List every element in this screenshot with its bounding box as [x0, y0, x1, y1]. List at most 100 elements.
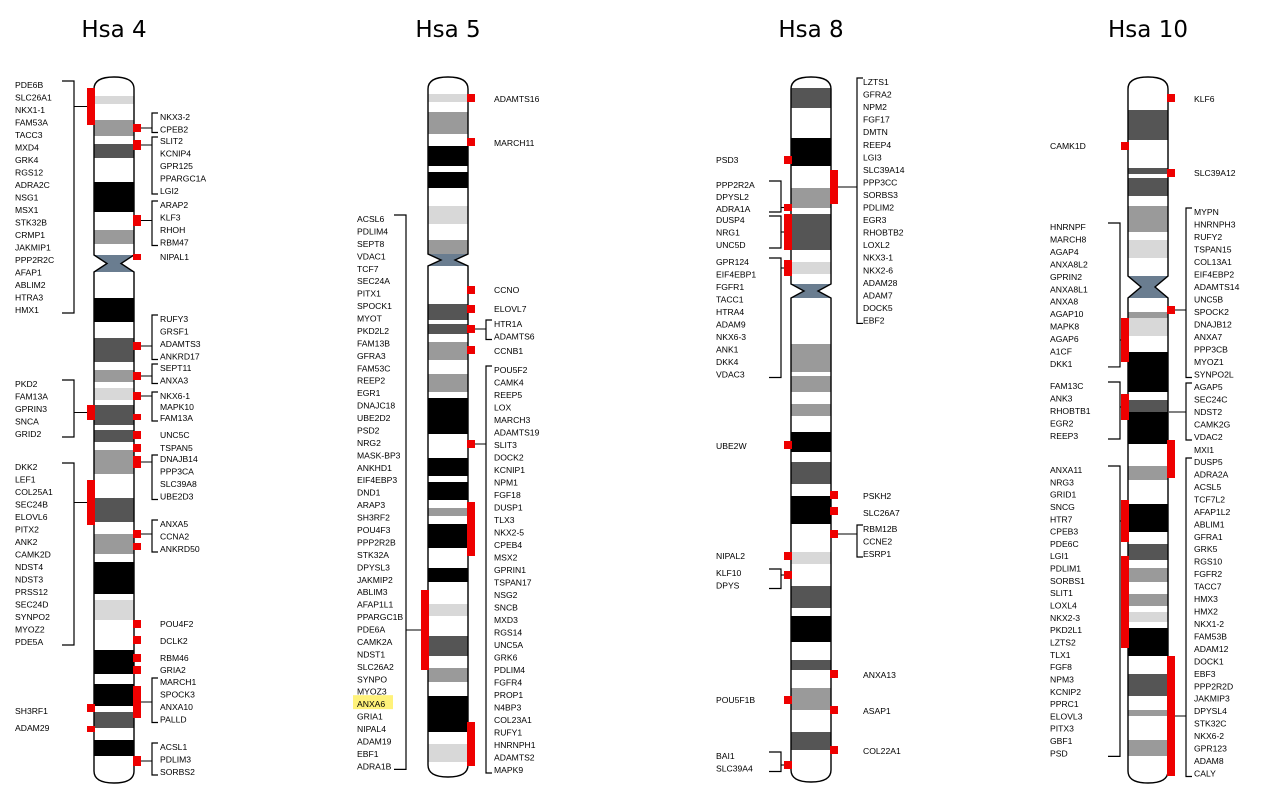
gene-location-mark	[133, 620, 141, 628]
gene-label: SEPT11	[160, 363, 192, 373]
gene-group-right: SLC39A12	[1167, 168, 1236, 178]
chromosome-band	[428, 224, 468, 240]
chromosome-band	[1128, 206, 1168, 232]
gene-group-right: MARCH11	[467, 138, 535, 148]
gene-label: RBM12B	[863, 524, 898, 534]
gene-label: PDLIM1	[1050, 564, 1081, 574]
gene-location-mark	[830, 670, 838, 678]
gene-label: AFAP1L2	[1194, 507, 1231, 517]
chromosome-band	[791, 484, 831, 496]
gene-location-mark	[784, 696, 792, 704]
gene-label: PSD	[1050, 748, 1068, 758]
chromosome-band	[791, 298, 831, 330]
gene-group-left: PDE6B SLC26A1 NKX1-1 FAM53A TACC3 MXD4 GRK4 RGS…	[15, 80, 95, 315]
gene-bracket	[485, 319, 492, 341]
gene-location-mark	[133, 254, 141, 260]
gene-group-left: NIPAL2	[716, 551, 792, 561]
gene-label: GPRIN2	[1050, 272, 1082, 282]
gene-location-mark	[784, 552, 792, 560]
gene-label: CCNA2	[160, 532, 189, 542]
gene-location-mark	[87, 704, 95, 712]
chromosome-band	[791, 496, 831, 524]
gene-label: NDST3	[15, 575, 43, 585]
chromosome-band	[1128, 174, 1168, 178]
chromosome-band	[428, 188, 468, 206]
gene-label: HTR7	[1050, 514, 1073, 524]
gene-location-mark	[830, 530, 838, 538]
gene-label: MYOT	[357, 314, 383, 324]
gene-label: MARCH1	[160, 677, 197, 687]
chromosome-band	[1128, 696, 1168, 710]
gene-location-mark	[133, 543, 141, 550]
gene-label: PDE5A	[15, 637, 43, 647]
gene-bracket	[856, 524, 863, 558]
gene-label: PITX2	[15, 525, 39, 535]
gene-label: DNAJB14	[160, 454, 198, 464]
chromosome-band	[1128, 532, 1168, 544]
gene-label: DPYSL4	[1194, 706, 1227, 716]
gene-label: FGFR1	[716, 282, 744, 292]
centromere	[94, 255, 134, 272]
chromosome-band	[791, 642, 831, 660]
gene-label: ADAM19	[357, 736, 392, 746]
chromosome-band	[94, 388, 134, 400]
gene-group-left: PPP2R2A DPYSL2 ADRA1A	[716, 180, 792, 214]
chromosome-band	[94, 88, 134, 96]
gene-location-mark	[830, 170, 838, 204]
chromosome-band	[428, 696, 468, 732]
chromosome-band	[94, 594, 134, 600]
gene-location-mark	[467, 502, 475, 556]
gene-label: MYOZ2	[15, 625, 45, 635]
gene-label: SLIT2	[160, 136, 183, 146]
gene-label: PPP2R2C	[15, 255, 54, 265]
gene-group-left: ANXA11 NRG3 GRID1 SNCG HTR7 CPEB3 PDE6C LGI1 PDL…	[1050, 465, 1129, 758]
chromosome-band	[94, 728, 134, 740]
gene-label: EIF4EBP1	[716, 270, 756, 280]
gene-label: EIF4EBP3	[357, 475, 397, 485]
gene-label: NRG2	[357, 438, 381, 448]
gene-label: DNAJC18	[357, 401, 395, 411]
gene-bracket	[1108, 222, 1121, 368]
chromosome-band	[94, 740, 134, 756]
gene-group-left: DKK2 LEF1 COL25A1 SEC24B ELOVL6 PITX2 ANK2 CAMK…	[15, 462, 95, 647]
chromosome-band	[1128, 466, 1168, 480]
gene-label: SEC24A	[357, 276, 390, 286]
gene-location-mark	[1121, 142, 1129, 150]
chromosome-band	[1128, 612, 1168, 622]
chromosome-title: Hsa 10	[1108, 17, 1188, 43]
chromosome-band	[428, 266, 468, 276]
gene-group-right: SLC26A7	[830, 507, 900, 518]
gene-label: ELOVL3	[1050, 711, 1083, 721]
chromosome-band	[1128, 78, 1168, 92]
gene-group-left: ACSL6 PDLIM4 SEPT8 VDAC1 TCF7 SEC24A PITX1 SPOC…	[353, 214, 429, 771]
gene-label: EGR3	[863, 215, 887, 225]
gene-label: ELOVL7	[494, 304, 527, 314]
chromosome-band	[1128, 560, 1168, 568]
gene-label: FGFR2	[1194, 569, 1222, 579]
chromosome-band	[791, 710, 831, 732]
gene-location-mark	[133, 124, 141, 132]
chromosome-title: Hsa 5	[415, 17, 480, 43]
gene-label: ADAMTS14	[1194, 282, 1240, 292]
gene-label: ADAMTS19	[494, 428, 540, 438]
gene-location-mark	[133, 686, 141, 718]
gene-label: CPEB4	[494, 540, 522, 550]
gene-bracket	[151, 363, 158, 385]
gene-group-right: SEPT11 ANXA3	[133, 363, 192, 386]
chromosome-band	[428, 206, 468, 224]
gene-label: ANXA8	[1050, 297, 1078, 307]
chromosome-band	[791, 524, 831, 552]
gene-label: ADAM29	[15, 723, 50, 733]
gene-label: SLIT1	[1050, 588, 1073, 598]
gene-label: NDST2	[1194, 407, 1222, 417]
gene-group-left: BAI1 SLC39A4	[716, 751, 792, 774]
gene-label: ELOVL6	[15, 512, 48, 522]
gene-location-mark	[467, 722, 475, 766]
chromosome-band	[428, 476, 468, 482]
chromosome-band	[428, 102, 468, 112]
gene-location-mark	[830, 507, 838, 515]
gene-label: ADAMTS3	[160, 339, 201, 349]
gene-label: AGAP10	[1050, 309, 1084, 319]
chromosome-band	[428, 516, 468, 524]
gene-group-right: POU4F2	[133, 619, 194, 629]
